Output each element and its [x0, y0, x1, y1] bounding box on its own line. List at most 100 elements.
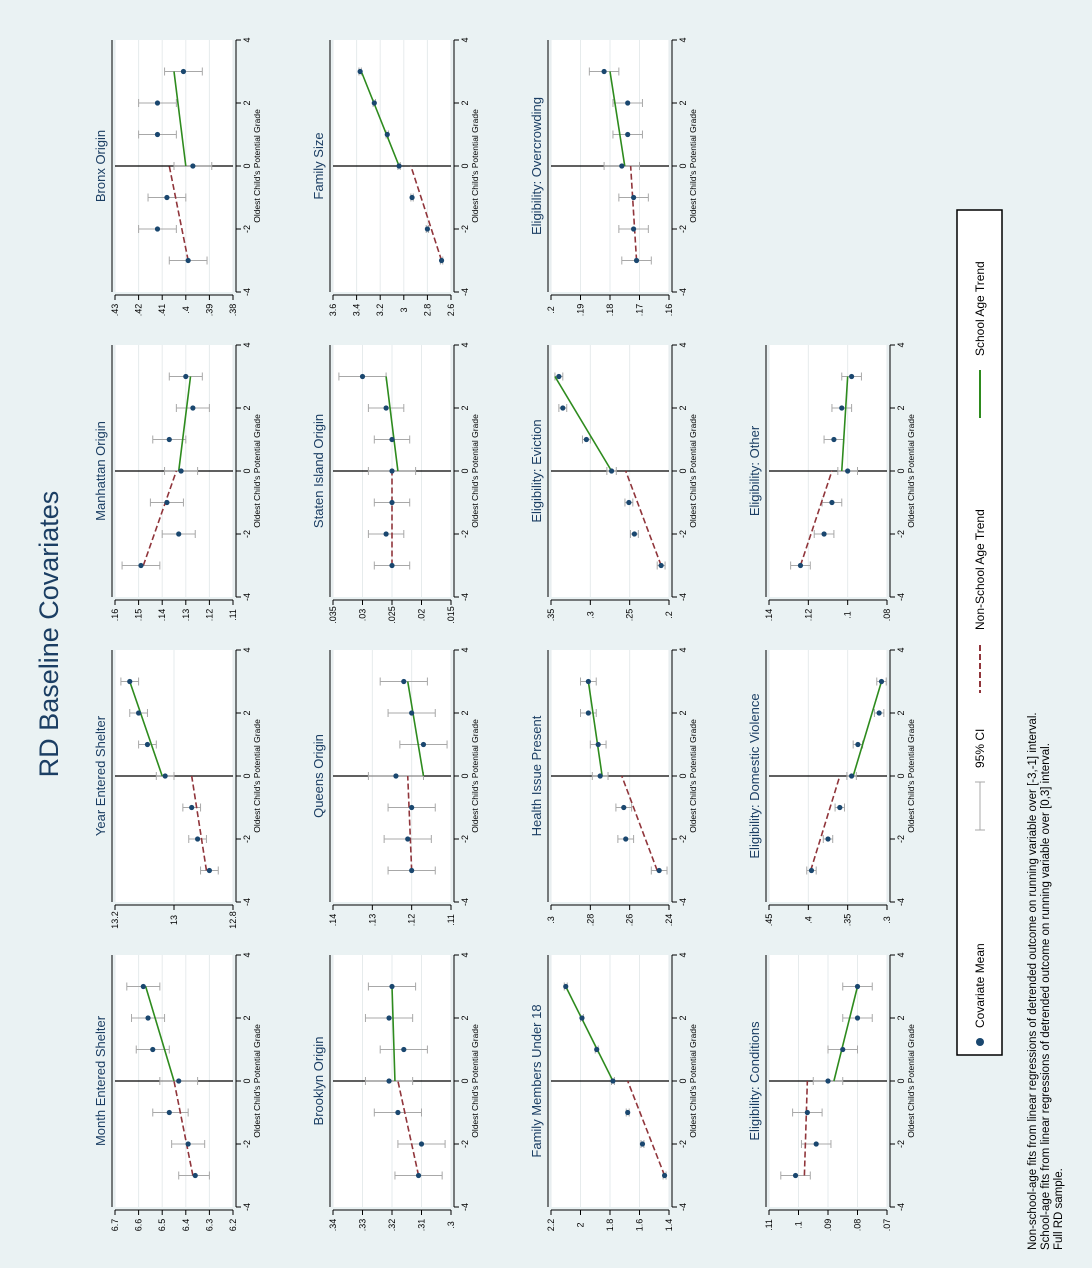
- x-tick-label: 0: [896, 1078, 906, 1083]
- covariate-mean-point: [144, 741, 151, 748]
- x-tick-label: 4: [460, 342, 470, 347]
- y-tick-label: .3: [446, 1221, 456, 1229]
- covariate-mean-point: [393, 773, 399, 779]
- nonschool-trend-line: [803, 1080, 809, 1176]
- y-tick-label: .035: [328, 606, 338, 624]
- x-tick-label: 0: [242, 1078, 252, 1083]
- x-tick-label: 2: [242, 405, 252, 410]
- x-tick-label: -4: [242, 288, 252, 296]
- x-tick-label: -4: [242, 1203, 252, 1211]
- nonschool-trend-line: [621, 775, 658, 871]
- covariate-mean-point: [438, 257, 445, 264]
- y-tick-label: .4: [181, 306, 191, 314]
- y-tick-label: .3: [546, 916, 556, 924]
- y-tick-label: .07: [882, 1219, 892, 1232]
- panel-title: Queens Origin: [311, 734, 326, 818]
- x-tick-label: -2: [460, 530, 470, 538]
- panel-title: Family Members Under 18: [529, 1004, 544, 1157]
- legend-school-label: School Age Trend: [973, 261, 987, 356]
- x-tick-label: 2: [896, 1015, 906, 1020]
- y-tick-label: .38: [228, 304, 238, 317]
- covariate-mean-point: [154, 100, 161, 106]
- y-tick-label: 3: [399, 307, 409, 312]
- nonschool-trend-line: [410, 165, 443, 261]
- y-tick-label: .43: [110, 304, 120, 317]
- x-tick-label: 2: [678, 100, 688, 105]
- legend-mean-label: Covariate Mean: [973, 943, 987, 1028]
- x-tick-label: 4: [242, 647, 252, 652]
- covariate-mean-point: [804, 1109, 810, 1116]
- panel-family-size: 2.6 2.8 3 3.2 3.4 3.6 -4 -2 0 2 4 Oldest Child's Po…: [311, 37, 480, 316]
- x-tick-label: 2: [460, 710, 470, 715]
- y-tick-label: 2.2: [546, 1219, 556, 1232]
- covariate-mean-point: [849, 373, 855, 380]
- x-tick-label: -2: [678, 835, 688, 843]
- covariate-mean-point: [140, 983, 146, 990]
- y-tick-label: 13: [169, 915, 179, 925]
- panel-eligibility-domestic-violence: .3 .35 .4 .45 -4 -2 0 2 4 Oldest Child's Potentia…: [747, 647, 916, 926]
- x-tick-label: 0: [242, 163, 252, 168]
- covariate-mean-point: [631, 531, 637, 537]
- x-tick-label: 0: [678, 1078, 688, 1083]
- x-tick-label: -4: [678, 593, 688, 601]
- nonschool-trend-line: [809, 775, 841, 871]
- x-tick-label: -4: [896, 593, 906, 601]
- covariate-mean-point: [840, 1046, 846, 1053]
- covariate-mean-point: [623, 836, 629, 842]
- school-trend-line: [587, 681, 603, 777]
- covariate-mean-point: [190, 405, 196, 411]
- covariate-mean-point: [854, 983, 861, 990]
- school-trend-line: [177, 376, 192, 472]
- panel-title: Health Issue Present: [529, 715, 544, 836]
- panel-family-members-under-18: 1.4 1.6 1.8 2 2.2 -4 -2 0 2 4 Oldest Child's Poten…: [529, 952, 698, 1231]
- covariate-mean-point: [560, 405, 566, 411]
- covariate-mean-point: [389, 562, 395, 569]
- y-tick-label: 6.6: [134, 1219, 144, 1232]
- covariate-mean-point: [409, 804, 415, 811]
- legend-ci-marker: [975, 781, 985, 831]
- x-axis-title: Oldest Child's Potential Grade: [906, 1024, 916, 1138]
- y-tick-label: 6.3: [204, 1219, 214, 1232]
- covariate-mean-point: [594, 1046, 600, 1053]
- panel-queens-origin: .11 .12 .13 .14 -4 -2 0 2 4 Oldest Child's Potent…: [311, 647, 480, 926]
- x-tick-label: -4: [242, 898, 252, 906]
- legend-ci-label: 95% CI: [973, 729, 987, 768]
- y-tick-label: .12: [204, 609, 214, 622]
- covariate-mean-point: [420, 741, 427, 748]
- school-trend-line: [144, 986, 175, 1082]
- covariate-mean-point: [658, 562, 664, 569]
- covariate-mean-point: [631, 226, 637, 232]
- x-axis-title: Oldest Child's Potential Grade: [470, 109, 480, 223]
- covariate-mean-point: [136, 710, 142, 716]
- x-tick-label: -2: [242, 225, 252, 233]
- covariate-mean-point: [595, 741, 601, 748]
- figure-title: RD Baseline Covariates: [34, 491, 64, 778]
- covariate-mean-point: [384, 131, 390, 138]
- x-tick-label: 0: [460, 773, 470, 778]
- nonschool-trend-line: [406, 775, 413, 871]
- y-tick-label: 2.8: [422, 304, 432, 317]
- covariate-mean-point: [409, 867, 415, 874]
- covariate-mean-point: [639, 1141, 646, 1147]
- covariate-mean-point: [661, 1172, 668, 1179]
- covariate-mean-point: [162, 773, 168, 779]
- school-trend-line: [128, 681, 163, 777]
- panel-title: Eligibility: Other: [747, 425, 762, 516]
- covariate-mean-point: [797, 562, 804, 569]
- covariate-mean-point: [621, 804, 627, 811]
- x-tick-label: -2: [678, 225, 688, 233]
- covariate-mean-point: [176, 1078, 182, 1084]
- x-tick-label: -2: [460, 225, 470, 233]
- x-tick-label: -4: [678, 898, 688, 906]
- covariate-mean-point: [166, 1109, 172, 1116]
- y-tick-label: .14: [157, 609, 167, 622]
- y-tick-label: 2.6: [446, 304, 456, 317]
- covariate-mean-point: [401, 1046, 407, 1053]
- x-tick-label: -2: [242, 530, 252, 538]
- covariate-mean-point: [579, 1015, 585, 1021]
- covariate-mean-point: [371, 100, 377, 106]
- x-tick-label: 2: [678, 710, 688, 715]
- x-tick-label: 2: [460, 405, 470, 410]
- covariate-mean-point: [386, 1015, 392, 1021]
